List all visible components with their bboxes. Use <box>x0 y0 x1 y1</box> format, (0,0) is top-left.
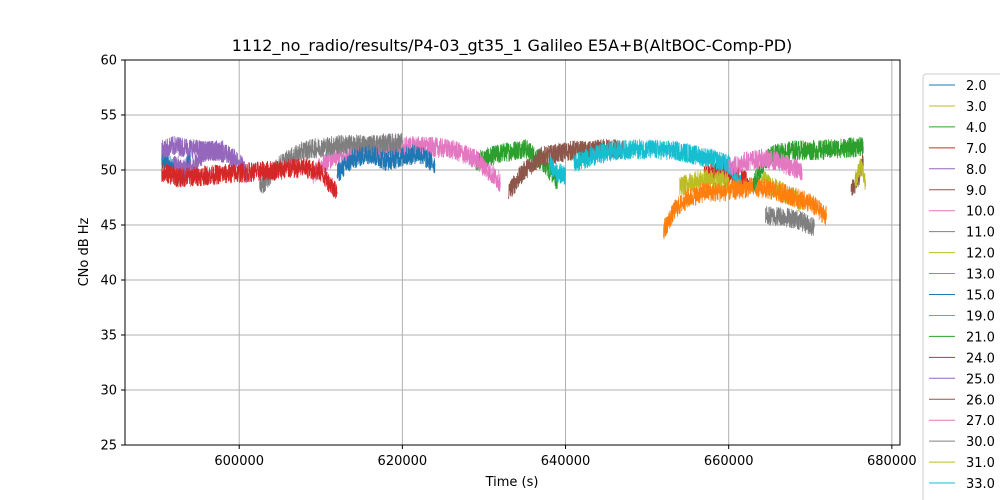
legend-label: 10.0 <box>966 205 995 220</box>
y-tick-label: 55 <box>100 109 117 124</box>
series-line-15.0 <box>336 144 436 182</box>
x-tick-label: 660000 <box>704 454 754 469</box>
legend-label: 13.0 <box>966 268 995 283</box>
x-axis: 600000 620000 640000 660000 680000 <box>214 445 917 469</box>
legend-box <box>922 73 1000 500</box>
y-tick-label: 40 <box>100 274 117 289</box>
legend-label: 19.0 <box>966 309 995 324</box>
plot-border <box>124 59 901 446</box>
legend-label: 24.0 <box>966 351 995 366</box>
series-line-12.0 <box>679 168 730 196</box>
legend-label: 33.0 <box>966 477 995 492</box>
legend-label: 4.0 <box>966 121 987 136</box>
legend-label: 2.0 <box>966 79 987 94</box>
legend-label: 9.0 <box>966 184 987 199</box>
series-line-25.0 <box>161 135 224 162</box>
x-tick-label: 680000 <box>867 454 917 469</box>
series-layer <box>161 132 867 240</box>
legend-label: 30.0 <box>966 435 995 450</box>
x-tick-label: 620000 <box>378 454 428 469</box>
series-line-30.0 <box>764 206 815 236</box>
chart-title: 1112_no_radio/results/P4-03_gt35_1 Galil… <box>232 36 793 56</box>
y-tick-label: 50 <box>100 164 117 179</box>
y-tick-label: 30 <box>100 384 117 399</box>
legend-label: 27.0 <box>966 414 995 429</box>
legend-label: 11.0 <box>966 226 995 241</box>
legend-label: 31.0 <box>966 456 995 471</box>
x-tick-label: 640000 <box>541 454 591 469</box>
series-line-33.0 <box>548 156 566 185</box>
legend-label: 25.0 <box>966 372 995 387</box>
y-axis-label: CNo dB Hz <box>77 217 92 286</box>
series-line-11.0 <box>259 132 403 194</box>
y-tick-label: 35 <box>100 329 117 344</box>
y-tick-label: 25 <box>100 439 117 454</box>
legend-label: 15.0 <box>966 289 995 304</box>
legend: 2.0 3.0 4.0 7.0 8.0 9.0 10.0 11.0 12.0 13.0 15.0 19… <box>922 73 1000 500</box>
legend-label: 26.0 <box>966 393 995 408</box>
series-line-31.0 <box>854 158 867 191</box>
plot-area <box>125 60 900 445</box>
x-tick-label: 600000 <box>214 454 264 469</box>
series-line-8.0 <box>173 140 248 184</box>
legend-label: 8.0 <box>966 163 987 178</box>
series-line-13.0 <box>573 139 742 190</box>
legend-label: 3.0 <box>966 100 987 115</box>
y-tick-label: 60 <box>100 54 117 69</box>
y-axis: 25 30 35 40 45 50 55 60 <box>100 54 125 454</box>
series-line-27.0 <box>728 148 803 181</box>
series-line-24.0 <box>161 157 338 199</box>
x-axis-label: Time (s) <box>485 475 539 490</box>
legend-label: 7.0 <box>966 142 987 157</box>
series-line-19.0 <box>663 176 827 240</box>
y-tick-label: 45 <box>100 219 117 234</box>
legend-label: 12.0 <box>966 247 995 262</box>
legend-label: 21.0 <box>966 330 995 345</box>
